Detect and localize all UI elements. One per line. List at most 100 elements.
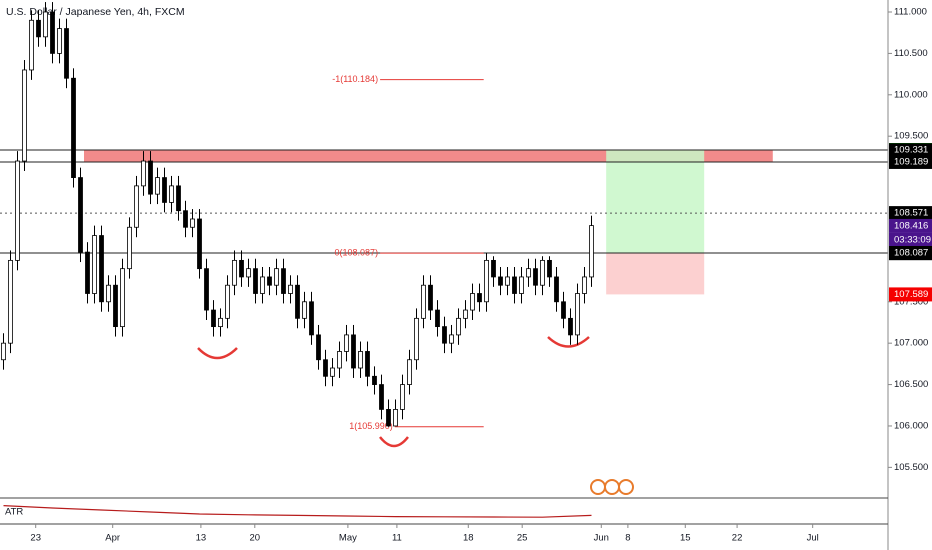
price-label-box bbox=[889, 143, 932, 158]
x-tick-label: 20 bbox=[250, 533, 261, 544]
price-label-box bbox=[889, 287, 932, 302]
price-label-box bbox=[889, 206, 932, 221]
y-tick-label: 107.500 bbox=[894, 296, 928, 307]
drawn-arc bbox=[197, 347, 238, 360]
resistance-zone bbox=[83, 150, 773, 162]
candle-body bbox=[57, 28, 62, 54]
candle-body bbox=[36, 19, 41, 38]
candle-body bbox=[253, 268, 258, 294]
candle-body bbox=[64, 28, 69, 79]
fib-label: -1(110.184) bbox=[332, 74, 378, 84]
y-tick-label: 106.500 bbox=[894, 379, 928, 390]
candle-body bbox=[106, 284, 111, 303]
price-label: 108.416 bbox=[894, 220, 928, 231]
candle-body bbox=[225, 284, 230, 319]
countdown-box bbox=[889, 232, 932, 247]
countdown: 03:33:09 bbox=[894, 234, 931, 245]
candle-body bbox=[295, 284, 300, 319]
price-label-box bbox=[889, 246, 932, 261]
y-tick-label: 110.000 bbox=[894, 89, 928, 100]
atr-label: ATR bbox=[5, 507, 23, 518]
candle-body bbox=[428, 284, 433, 311]
candle-body bbox=[589, 225, 594, 278]
candle-body bbox=[71, 77, 76, 178]
candle-body bbox=[99, 235, 104, 303]
fib-label: 0(108.087) bbox=[335, 248, 379, 258]
drawn-arc bbox=[379, 436, 409, 448]
candle-body bbox=[120, 268, 125, 328]
candle-body bbox=[183, 210, 188, 228]
candle-body bbox=[540, 259, 545, 286]
candle-body bbox=[330, 367, 335, 377]
candle-body bbox=[232, 259, 237, 286]
candle-body bbox=[372, 375, 377, 385]
y-tick-label: 107.000 bbox=[894, 338, 928, 349]
candle-body bbox=[43, 11, 48, 38]
candle-body bbox=[526, 268, 531, 278]
candle-body bbox=[365, 351, 370, 377]
candle-body bbox=[22, 69, 27, 162]
x-tick-label: 18 bbox=[463, 533, 474, 544]
candle-body bbox=[456, 317, 461, 336]
price-label: 107.589 bbox=[894, 289, 928, 300]
candle-body bbox=[92, 235, 97, 294]
y-tick-label: 110.500 bbox=[894, 48, 928, 59]
candle-body bbox=[85, 251, 90, 294]
candle-body bbox=[407, 359, 412, 385]
candle-body bbox=[260, 276, 265, 294]
x-tick-label: May bbox=[339, 533, 357, 544]
candle-body bbox=[561, 301, 566, 319]
y-tick-label: 109.500 bbox=[894, 131, 928, 142]
candle-body bbox=[484, 259, 489, 303]
candle-body bbox=[575, 293, 580, 336]
fib-label: 1(105.990) bbox=[349, 421, 393, 431]
candle-body bbox=[134, 185, 139, 228]
x-tick-label: Jun bbox=[594, 533, 609, 544]
candle-body bbox=[113, 284, 118, 328]
candle-body bbox=[1, 342, 6, 361]
price-label-box bbox=[889, 154, 932, 169]
candle-body bbox=[449, 334, 454, 344]
candle-body bbox=[498, 276, 503, 286]
x-tick-label: 15 bbox=[680, 533, 691, 544]
candle-body bbox=[323, 359, 328, 377]
drawn-arc bbox=[547, 336, 590, 348]
x-tick-label: Jul bbox=[807, 533, 819, 544]
candle-body bbox=[218, 317, 223, 328]
event-icons bbox=[590, 479, 634, 495]
position-profit bbox=[606, 150, 705, 254]
y-tick-label: 105.500 bbox=[894, 462, 928, 473]
candle-body bbox=[127, 226, 132, 270]
x-tick-label: 25 bbox=[517, 533, 528, 544]
x-tick-label: Apr bbox=[105, 533, 120, 544]
candle-body bbox=[169, 185, 174, 203]
y-tick-label: 106.000 bbox=[894, 420, 928, 431]
candle-body bbox=[155, 177, 160, 195]
candle-body bbox=[351, 334, 356, 369]
candle-body bbox=[519, 276, 524, 294]
price-label-box bbox=[889, 218, 932, 233]
x-tick-label: 22 bbox=[732, 533, 743, 544]
candle-body bbox=[288, 284, 293, 294]
candle-body bbox=[554, 276, 559, 303]
candle-body bbox=[239, 259, 244, 278]
candle-body bbox=[491, 259, 496, 278]
candle-body bbox=[358, 351, 363, 369]
candle-body bbox=[267, 276, 272, 286]
candle-body bbox=[470, 293, 475, 311]
candle-body bbox=[176, 185, 181, 212]
drawings bbox=[0, 79, 888, 428]
candle-body bbox=[386, 409, 391, 427]
x-tick-label: 23 bbox=[30, 533, 41, 544]
candle-body bbox=[547, 259, 552, 278]
price-label: 108.571 bbox=[894, 208, 928, 219]
candle-body bbox=[246, 268, 251, 278]
x-tick-label: 11 bbox=[392, 533, 402, 544]
position-loss bbox=[606, 253, 705, 295]
candle-body bbox=[309, 301, 314, 336]
candle-body bbox=[379, 384, 384, 410]
x-tick-label: 8 bbox=[625, 533, 630, 544]
candle-body bbox=[8, 259, 13, 344]
